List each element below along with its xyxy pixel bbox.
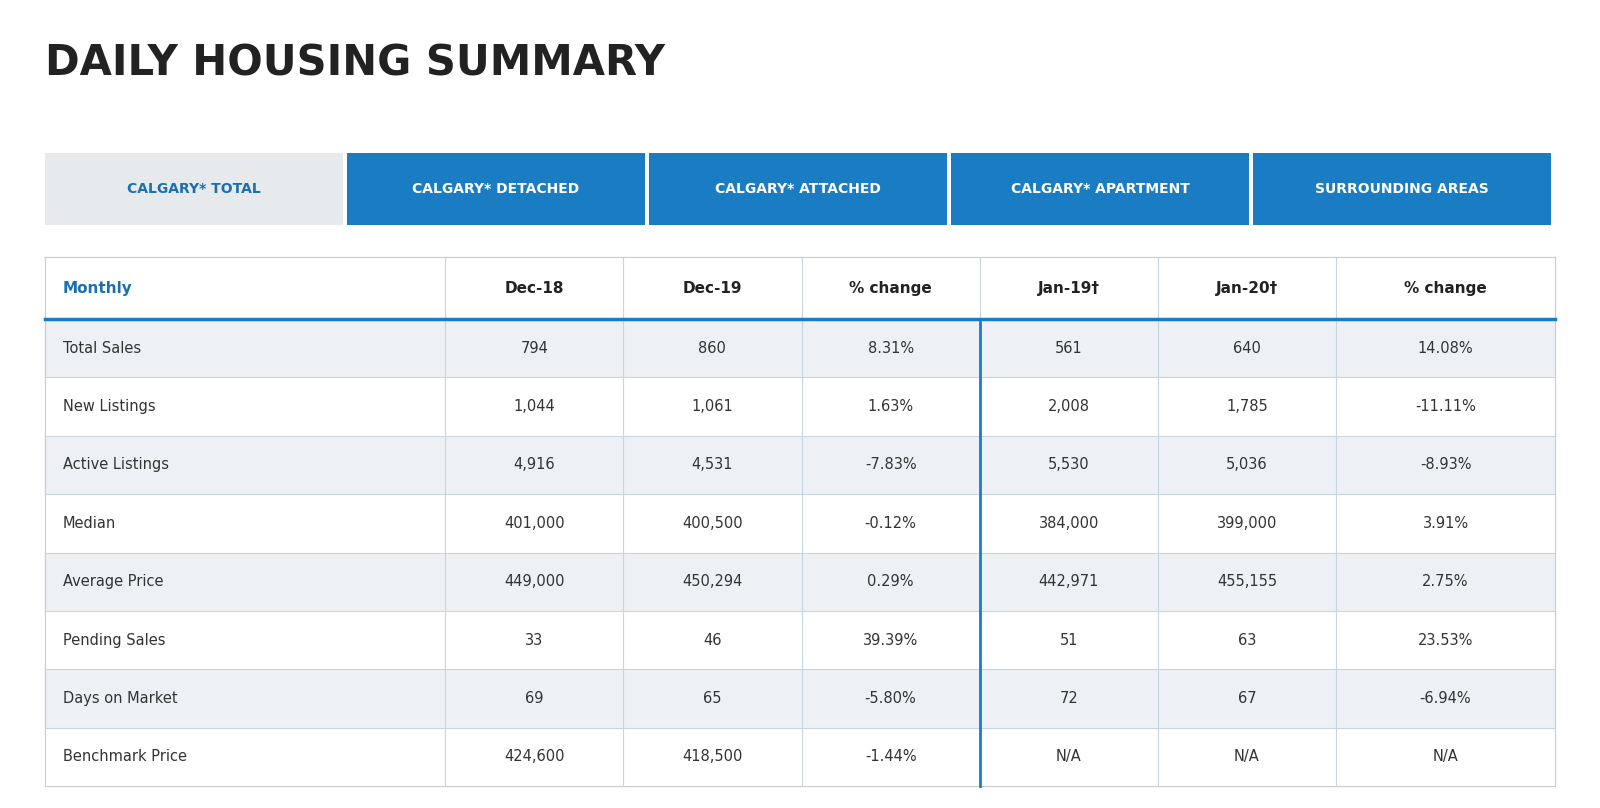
Text: SURROUNDING AREAS: SURROUNDING AREAS [1315, 182, 1490, 196]
Text: % change: % change [850, 280, 931, 296]
Text: Jan-19†: Jan-19† [1038, 280, 1099, 296]
Text: DAILY HOUSING SUMMARY: DAILY HOUSING SUMMARY [45, 43, 666, 85]
FancyBboxPatch shape [45, 257, 1555, 786]
Text: 2,008: 2,008 [1048, 399, 1090, 414]
Text: 2.75%: 2.75% [1422, 574, 1469, 589]
Text: 384,000: 384,000 [1038, 516, 1099, 531]
Text: -5.80%: -5.80% [864, 691, 917, 706]
Text: 860: 860 [699, 341, 726, 356]
Text: 418,500: 418,500 [682, 749, 742, 764]
Text: Dec-18: Dec-18 [504, 280, 563, 296]
Text: 794: 794 [520, 341, 549, 356]
FancyBboxPatch shape [45, 257, 1555, 319]
Text: 5,530: 5,530 [1048, 457, 1090, 473]
FancyBboxPatch shape [45, 611, 1555, 669]
FancyBboxPatch shape [950, 153, 1250, 225]
Text: 1,061: 1,061 [691, 399, 733, 414]
FancyBboxPatch shape [45, 494, 1555, 553]
FancyBboxPatch shape [1253, 153, 1550, 225]
Text: -7.83%: -7.83% [864, 457, 917, 473]
Text: Active Listings: Active Listings [62, 457, 170, 473]
Text: 561: 561 [1054, 341, 1083, 356]
Text: 424,600: 424,600 [504, 749, 565, 764]
Text: -1.44%: -1.44% [864, 749, 917, 764]
Text: 640: 640 [1234, 341, 1261, 356]
Text: 455,155: 455,155 [1218, 574, 1277, 589]
Text: N/A: N/A [1056, 749, 1082, 764]
Text: -11.11%: -11.11% [1414, 399, 1475, 414]
Text: 72: 72 [1059, 691, 1078, 706]
Text: 8.31%: 8.31% [867, 341, 914, 356]
FancyBboxPatch shape [45, 153, 342, 225]
Text: 46: 46 [702, 633, 722, 647]
FancyBboxPatch shape [45, 553, 1555, 611]
Text: Average Price: Average Price [62, 574, 163, 589]
Text: 399,000: 399,000 [1216, 516, 1277, 531]
Text: 1,785: 1,785 [1226, 399, 1267, 414]
Text: 1.63%: 1.63% [867, 399, 914, 414]
Text: 33: 33 [525, 633, 544, 647]
Text: -6.94%: -6.94% [1419, 691, 1472, 706]
Text: 51: 51 [1059, 633, 1078, 647]
Text: -8.93%: -8.93% [1419, 457, 1472, 473]
Text: 67: 67 [1238, 691, 1256, 706]
Text: 449,000: 449,000 [504, 574, 565, 589]
Text: 4,531: 4,531 [691, 457, 733, 473]
Text: Dec-19: Dec-19 [683, 280, 742, 296]
Text: 401,000: 401,000 [504, 516, 565, 531]
Text: Median: Median [62, 516, 117, 531]
Text: 69: 69 [525, 691, 544, 706]
Text: CALGARY* APARTMENT: CALGARY* APARTMENT [1011, 182, 1189, 196]
Text: 63: 63 [1238, 633, 1256, 647]
FancyBboxPatch shape [45, 669, 1555, 728]
Text: 65: 65 [702, 691, 722, 706]
FancyBboxPatch shape [45, 319, 1555, 377]
Text: 400,500: 400,500 [682, 516, 742, 531]
Text: N/A: N/A [1234, 749, 1259, 764]
Text: New Listings: New Listings [62, 399, 155, 414]
FancyBboxPatch shape [45, 436, 1555, 494]
Text: 5,036: 5,036 [1226, 457, 1267, 473]
Text: CALGARY* TOTAL: CALGARY* TOTAL [126, 182, 261, 196]
FancyBboxPatch shape [347, 153, 645, 225]
Text: -0.12%: -0.12% [864, 516, 917, 531]
Text: 1,044: 1,044 [514, 399, 555, 414]
Text: 442,971: 442,971 [1038, 574, 1099, 589]
Text: Benchmark Price: Benchmark Price [62, 749, 187, 764]
Text: N/A: N/A [1432, 749, 1459, 764]
Text: CALGARY* ATTACHED: CALGARY* ATTACHED [715, 182, 882, 196]
FancyBboxPatch shape [45, 728, 1555, 786]
Text: 14.08%: 14.08% [1418, 341, 1474, 356]
Text: 3.91%: 3.91% [1422, 516, 1469, 531]
FancyBboxPatch shape [45, 377, 1555, 436]
Text: 23.53%: 23.53% [1418, 633, 1474, 647]
Text: 39.39%: 39.39% [862, 633, 918, 647]
Text: Days on Market: Days on Market [62, 691, 178, 706]
Text: % change: % change [1405, 280, 1486, 296]
Text: Total Sales: Total Sales [62, 341, 141, 356]
FancyBboxPatch shape [650, 153, 947, 225]
Text: CALGARY* DETACHED: CALGARY* DETACHED [413, 182, 579, 196]
Text: Jan-20†: Jan-20† [1216, 280, 1278, 296]
Text: 450,294: 450,294 [682, 574, 742, 589]
Text: 4,916: 4,916 [514, 457, 555, 473]
Text: Pending Sales: Pending Sales [62, 633, 165, 647]
Text: Monthly: Monthly [62, 280, 133, 296]
Text: 0.29%: 0.29% [867, 574, 914, 589]
